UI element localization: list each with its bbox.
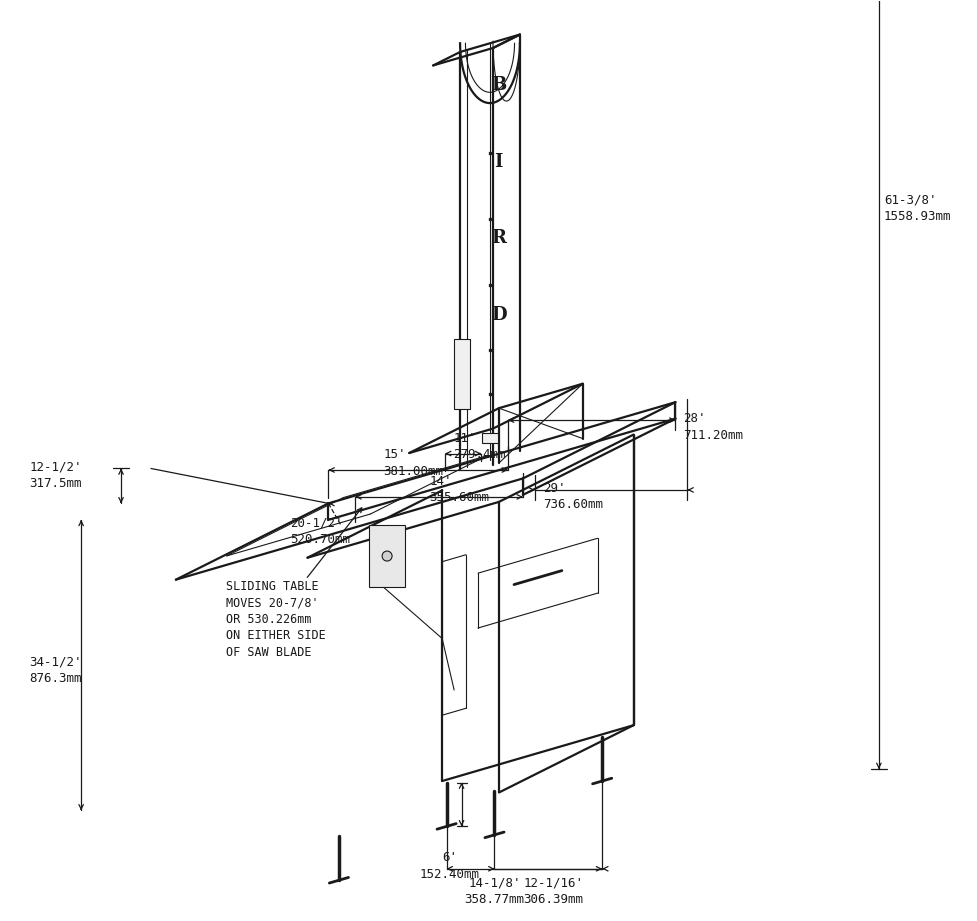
Text: 11'
279.4mm: 11' 279.4mm <box>452 432 505 461</box>
Text: 12-1/16'
306.39mm: 12-1/16' 306.39mm <box>523 877 582 906</box>
Text: 6'
152.40mm: 6' 152.40mm <box>419 851 479 880</box>
Text: SLIDING TABLE
MOVES 20-7/8'
OR 530.226mm
ON EITHER SIDE
OF SAW BLADE: SLIDING TABLE MOVES 20-7/8' OR 530.226mm… <box>226 579 325 659</box>
Text: 28'
711.20mm: 28' 711.20mm <box>683 412 743 442</box>
Text: 20-1/2'
520.70mm: 20-1/2' 520.70mm <box>290 517 350 546</box>
Circle shape <box>382 551 392 561</box>
Text: B: B <box>490 76 506 94</box>
Text: D: D <box>490 306 506 324</box>
Text: I: I <box>494 153 502 170</box>
Text: 14'
355.60mm: 14' 355.60mm <box>429 475 488 505</box>
Bar <box>482 433 497 443</box>
Bar <box>453 339 470 409</box>
Bar <box>368 525 404 587</box>
Text: 12-1/2'
317.5mm: 12-1/2' 317.5mm <box>29 460 82 490</box>
Text: 34-1/2'
876.3mm: 34-1/2' 876.3mm <box>29 655 82 684</box>
Text: 14-1/8'
358.77mm: 14-1/8' 358.77mm <box>464 877 524 906</box>
Text: 15'
381.00mm: 15' 381.00mm <box>383 448 443 477</box>
Text: 61-3/8'
1558.93mm: 61-3/8' 1558.93mm <box>883 193 951 223</box>
Text: 29'
736.60mm: 29' 736.60mm <box>542 482 602 511</box>
Text: R: R <box>490 229 506 248</box>
